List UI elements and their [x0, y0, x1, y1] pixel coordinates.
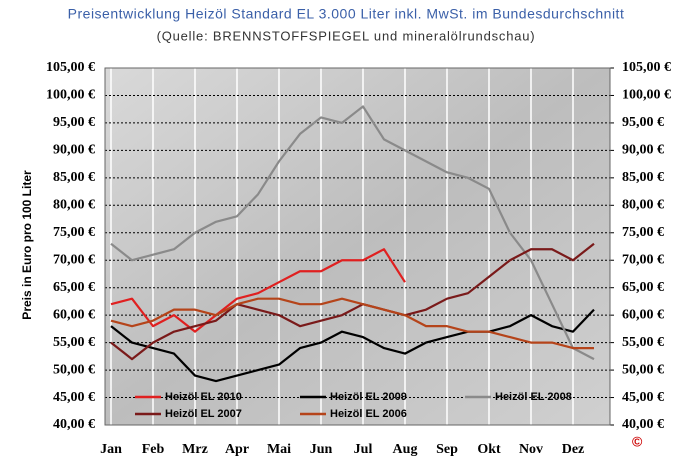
y2-tick-label: 65,00 € [622, 280, 664, 295]
y2-tick-label: 85,00 € [622, 170, 664, 185]
y2-tick-label: 100,00 € [622, 88, 671, 103]
y2-tick-label: 45,00 € [622, 390, 664, 405]
y-axis-label: Preis in Euro pro 100 Liter [20, 170, 34, 320]
x-tick-label: Feb [142, 442, 165, 457]
plot-border [104, 67, 611, 426]
y-tick-label: 70,00 € [53, 252, 95, 267]
chart-subtitle: (Quelle: BRENNSTOFFSPIEGEL und mineralöl… [157, 28, 536, 43]
x-tick-label: Nov [519, 442, 543, 457]
y-tick-label: 40,00 € [53, 417, 95, 432]
x-tick-label: Jun [310, 442, 333, 457]
x-tick-label: Dez [562, 442, 585, 457]
y2-tick-label: 55,00 € [622, 335, 664, 350]
plot-background [105, 68, 610, 425]
y2-tick-label: 40,00 € [622, 417, 664, 432]
x-tick-label: Jul [354, 442, 373, 457]
y2-tick-label: 75,00 € [622, 225, 664, 240]
y2-tick-label: 80,00 € [622, 198, 664, 213]
y-tick-label: 60,00 € [53, 307, 95, 322]
x-tick-label: Jan [100, 442, 122, 457]
series-line [110, 297, 594, 350]
y2-tick-label: 105,00 € [622, 60, 671, 75]
legend-label: Heizöl EL 2006 [330, 408, 407, 420]
y2-tick-label: 60,00 € [622, 307, 664, 322]
y-tick-label: 65,00 € [53, 280, 95, 295]
y-tick-label: 95,00 € [53, 115, 95, 130]
y-tick-label: 75,00 € [53, 225, 95, 240]
legend-label: Heizöl EL 2008 [495, 391, 572, 403]
series-line [110, 242, 595, 361]
y2-tick-label: 90,00 € [622, 143, 664, 158]
logo: © [632, 434, 643, 450]
y2-tick-label: 50,00 € [622, 362, 664, 377]
x-tick-label: Sep [436, 442, 458, 457]
y2-tick-label: 70,00 € [622, 252, 664, 267]
series-line [110, 248, 406, 333]
y-tick-label: 100,00 € [46, 88, 95, 103]
x-tick-label: Mrz [182, 442, 208, 457]
y-tick-label: 85,00 € [53, 170, 95, 185]
x-tick-label: Apr [225, 442, 249, 457]
legend-label: Heizöl EL 2009 [330, 391, 407, 403]
x-tick-label: Okt [477, 442, 501, 457]
y-tick-label: 50,00 € [53, 362, 95, 377]
y2-tick-label: 95,00 € [622, 115, 664, 130]
legend-label: Heizöl EL 2010 [165, 391, 242, 403]
x-tick-label: Mai [267, 442, 291, 457]
y-tick-label: 105,00 € [46, 60, 95, 75]
y-tick-label: 90,00 € [53, 143, 95, 158]
series-line [110, 105, 595, 361]
x-tick-label: Aug [393, 442, 418, 457]
y-tick-label: 55,00 € [53, 335, 95, 350]
y-tick-label: 80,00 € [53, 198, 95, 213]
series-line [110, 308, 595, 383]
y-tick-label: 45,00 € [53, 390, 95, 405]
chart-title: Preisentwicklung Heizöl Standard EL 3.00… [68, 6, 625, 22]
legend-label: Heizöl EL 2007 [165, 408, 242, 420]
